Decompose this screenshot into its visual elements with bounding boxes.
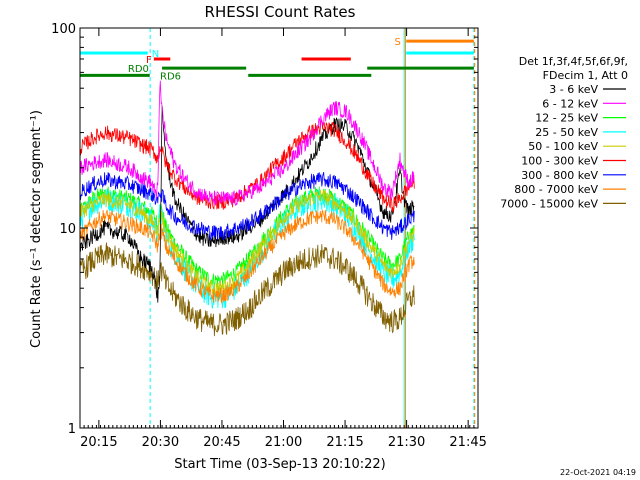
legend-label-8: 7000 - 15000 keV <box>500 197 598 210</box>
series-line-6 <box>79 171 415 241</box>
legend-label-7: 800 - 7000 keV <box>514 183 598 196</box>
x-tick-label-5: 21:30 <box>388 435 425 450</box>
legend-label-6: 300 - 800 keV <box>521 169 598 182</box>
axes: 20:15 20:30 20:45 21:00 21:15 21:30 21:45 1 10 10… <box>51 22 487 450</box>
legend: Det 1f,3f,4f,5f,6f,9f,FDecim 1, Att 03 -… <box>500 55 628 210</box>
series-layer <box>79 80 415 337</box>
legend-label-3: 25 - 50 keV <box>535 126 598 139</box>
legend-header-1: FDecim 1, Att 0 <box>543 69 628 82</box>
flag-label-2: F <box>146 55 152 66</box>
flag-label-4: RD6 <box>160 71 181 82</box>
legend-label-0: 3 - 6 keV <box>549 83 598 96</box>
series-line-7 <box>79 209 415 304</box>
legend-label-2: 12 - 25 keV <box>535 112 598 125</box>
x-axis-label: Start Time (03-Sep-13 20:10:22) <box>174 457 385 472</box>
y-axis-label: Count Rate (s⁻¹ detector segment⁻¹) <box>29 110 44 348</box>
legend-label-1: 6 - 12 keV <box>542 97 598 110</box>
x-tick-label-3: 21:00 <box>265 435 302 450</box>
y-tick-label-2: 100 <box>51 22 76 37</box>
timestamp-label: 22-Oct-2021 04:19 <box>560 468 636 477</box>
chart-title: RHESSI Count Rates <box>205 3 356 21</box>
legend-header-0: Det 1f,3f,4f,5f,6f,9f, <box>519 55 628 68</box>
x-tick-label-2: 20:45 <box>203 435 240 450</box>
x-tick-label-1: 20:30 <box>142 435 179 450</box>
x-tick-label-4: 21:15 <box>326 435 363 450</box>
legend-label-5: 100 - 300 keV <box>521 155 598 168</box>
series-line-8 <box>79 242 415 337</box>
series-line-0 <box>79 106 415 303</box>
x-tick-label-0: 20:15 <box>80 435 117 450</box>
y-tick-label-1: 10 <box>59 222 76 237</box>
flag-label-0: N <box>152 49 159 60</box>
x-tick-label-6: 21:45 <box>449 435 486 450</box>
y-tick-label-0: 1 <box>68 422 76 437</box>
flag-label-3: RD0 <box>128 64 149 75</box>
legend-label-4: 50 - 100 keV <box>528 140 598 153</box>
series-line-4 <box>79 189 415 296</box>
series-line-1 <box>79 80 415 206</box>
flag-label-1: S <box>395 37 401 48</box>
